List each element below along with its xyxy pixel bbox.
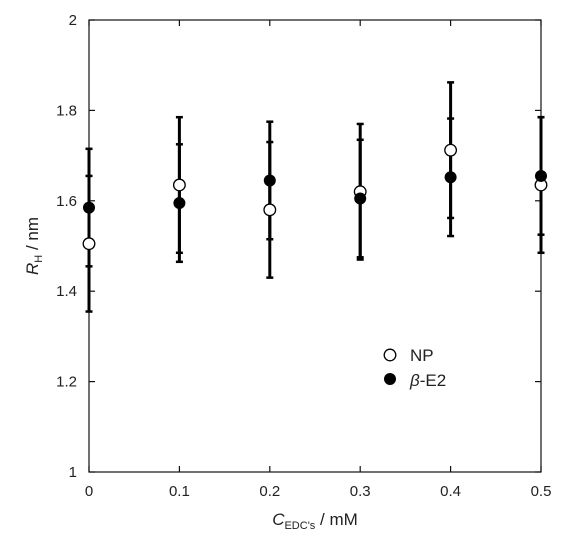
data-markers bbox=[82, 143, 548, 251]
data-point-beta-e2 bbox=[535, 169, 547, 182]
data-point-np bbox=[263, 203, 277, 217]
x-tick-label: 0.4 bbox=[440, 483, 461, 500]
legend-label-np: NP bbox=[410, 346, 434, 365]
x-tick-label: 0.1 bbox=[169, 483, 190, 500]
data-point-np bbox=[444, 143, 458, 157]
legend-label-beta-e2: β-E2 bbox=[409, 371, 446, 390]
y-tick-label: 1.6 bbox=[56, 193, 77, 210]
data-point-beta-e2 bbox=[354, 192, 367, 205]
y-tick-label: 1 bbox=[69, 464, 77, 481]
data-point-beta-e2 bbox=[83, 201, 95, 214]
axis-ticks bbox=[88, 19, 542, 473]
data-point-beta-e2 bbox=[263, 174, 276, 187]
y-tick-label: 1.4 bbox=[56, 283, 77, 300]
y-tick-label: 2 bbox=[69, 12, 77, 29]
data-point-np bbox=[82, 237, 96, 251]
data-point-beta-e2 bbox=[173, 197, 186, 210]
y-tick-label: 1.8 bbox=[56, 102, 77, 119]
axis-tick-labels: 0 0.1 0.2 0.3 0.4 0.5 1 1.2 1.4 1.6 1.8 2 bbox=[56, 12, 551, 500]
legend: NP β-E2 bbox=[383, 346, 446, 390]
y-axis-title: RH / nm bbox=[23, 217, 45, 275]
data-point-beta-e2 bbox=[444, 171, 457, 184]
data-point-np bbox=[172, 178, 186, 192]
x-tick-label: 0.3 bbox=[350, 483, 371, 500]
x-tick-label: 0.5 bbox=[531, 483, 552, 500]
x-axis-title: CEDC's / mM bbox=[272, 510, 358, 532]
y-tick-label: 1.2 bbox=[56, 374, 77, 391]
legend-marker-beta-e2 bbox=[384, 373, 396, 385]
error-bars bbox=[85, 81, 545, 313]
x-tick-label: 0.2 bbox=[259, 483, 280, 500]
x-tick-label: 0 bbox=[85, 483, 93, 500]
plot-frame bbox=[88, 19, 542, 473]
legend-marker-np bbox=[383, 348, 397, 362]
